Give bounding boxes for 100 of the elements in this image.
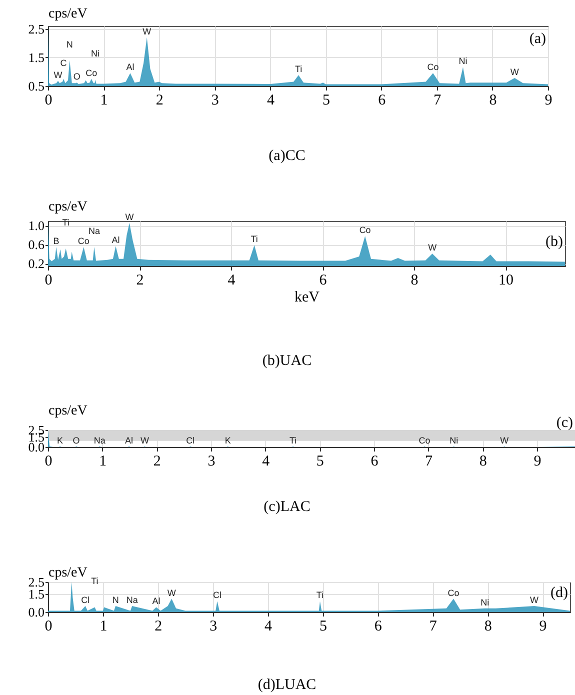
annotation: W (140, 435, 150, 446)
x-tick-label: 4 (262, 454, 270, 470)
text: (b)UAC (262, 353, 312, 369)
annotation: Al (124, 435, 133, 446)
y-axis-title: cps/eV (48, 404, 88, 418)
x-tick-label: 6 (319, 272, 328, 288)
annotation: W (530, 595, 540, 605)
x-tick-label: 9 (544, 92, 552, 108)
x-tick-label: 9 (539, 618, 547, 634)
text: (d)LUAC (258, 677, 316, 693)
annotation: Na (88, 226, 100, 236)
y-tick-label: 0.2 (28, 256, 44, 272)
annotation: Ti (289, 435, 297, 446)
annotation: (a) (529, 31, 546, 47)
x-tick-label: 8 (479, 454, 487, 470)
text: (a)CC (268, 148, 306, 164)
y-tick-label: 2.5 (28, 574, 44, 590)
annotation: Al (152, 596, 160, 606)
y-axis-title: cps/eV (48, 6, 88, 22)
annotation: Cl (81, 595, 90, 605)
y-tick-label: 1.0 (28, 218, 44, 234)
annotation: C (60, 58, 68, 68)
annotation: W (142, 26, 152, 36)
x-tick-label: 6 (374, 618, 382, 634)
text: (c)LAC (264, 499, 310, 515)
annotation: W (54, 70, 63, 80)
y-tick-label: 1.5 (28, 50, 44, 65)
x-tick-label: 8 (484, 618, 492, 634)
x-tick-label: 3 (211, 92, 219, 108)
annotation: Ti (316, 590, 324, 600)
annotation: O (73, 72, 80, 82)
x-axis-title: keV (294, 290, 320, 306)
annotation: B (53, 236, 60, 246)
annotation: Cl (212, 590, 222, 600)
y-tick-label: 0.0 (28, 604, 44, 620)
x-tick-label: 0 (44, 454, 52, 470)
x-tick-label: 2 (154, 618, 162, 634)
y-tick-label: 1.5 (28, 586, 44, 602)
y-axis-title: cps/eV (48, 566, 88, 580)
x-tick-label: 4 (228, 272, 236, 288)
y-tick-label: 0.6 (28, 237, 45, 252)
annotation: Al (112, 235, 120, 246)
annotation: N (66, 39, 73, 50)
annotation: N (112, 595, 119, 605)
annotation: Ni (450, 435, 458, 446)
x-tick-label: 2 (156, 92, 164, 108)
x-tick-label: 7 (429, 618, 438, 634)
annotation: W (125, 212, 134, 222)
annotation: Co (359, 225, 371, 236)
x-tick-label: 2 (153, 454, 161, 470)
annotation: Ni (90, 48, 100, 59)
x-tick-label: 2 (136, 272, 144, 288)
y-tick-label: 0.5 (28, 78, 44, 94)
x-tick-label: 5 (319, 618, 327, 634)
annotation: Co (427, 62, 439, 72)
x-tick-label: 3 (210, 618, 218, 634)
annotation: (b) (546, 234, 563, 250)
x-tick-label: 8 (489, 92, 497, 108)
annotation: Ti (250, 234, 258, 244)
annotation: Na (126, 595, 138, 605)
annotation: Ni (480, 597, 490, 608)
x-tick-label: 1 (100, 618, 108, 634)
x-tick-label: 4 (266, 92, 275, 108)
x-tick-label: 6 (378, 92, 386, 108)
annotation: Cl (186, 435, 195, 446)
annotation: W (167, 588, 176, 598)
annotation: (c) (556, 415, 573, 431)
annotation: Ti (294, 64, 302, 74)
x-tick-label: 7 (425, 454, 434, 470)
annotation: Ti (91, 576, 98, 586)
x-tick-label: 0 (44, 92, 52, 108)
annotation: K (56, 435, 63, 446)
annotation: O (72, 435, 80, 446)
x-tick-label: 9 (534, 454, 542, 470)
annotation: Co (78, 236, 90, 246)
y-tick-label: 2.5 (28, 21, 44, 36)
annotation: Na (94, 435, 106, 446)
x-tick-label: 4 (264, 618, 273, 634)
annotation: Al (126, 62, 134, 72)
x-tick-label: 3 (208, 454, 216, 470)
annotation: Co (418, 435, 430, 446)
annotation: W (500, 435, 510, 446)
annotation: W (428, 242, 438, 253)
x-tick-label: 1 (99, 454, 107, 470)
x-tick-label: 5 (322, 92, 330, 108)
annotation: K (224, 435, 231, 446)
x-tick-label: 1 (100, 92, 108, 108)
x-tick-label: 10 (498, 272, 514, 288)
x-tick-label: 6 (370, 454, 379, 470)
x-tick-label: 8 (410, 272, 418, 288)
annotation: Co (86, 68, 98, 78)
annotation: (d) (550, 585, 568, 601)
y-axis-title: cps/eV (48, 200, 88, 214)
x-tick-label: 5 (316, 454, 324, 470)
x-tick-label: 0 (44, 272, 52, 288)
annotation: Co (448, 588, 460, 598)
x-tick-label: 0 (44, 618, 52, 634)
annotation: Ni (458, 56, 468, 66)
annotation: W (510, 67, 520, 77)
x-tick-label: 7 (434, 92, 442, 108)
